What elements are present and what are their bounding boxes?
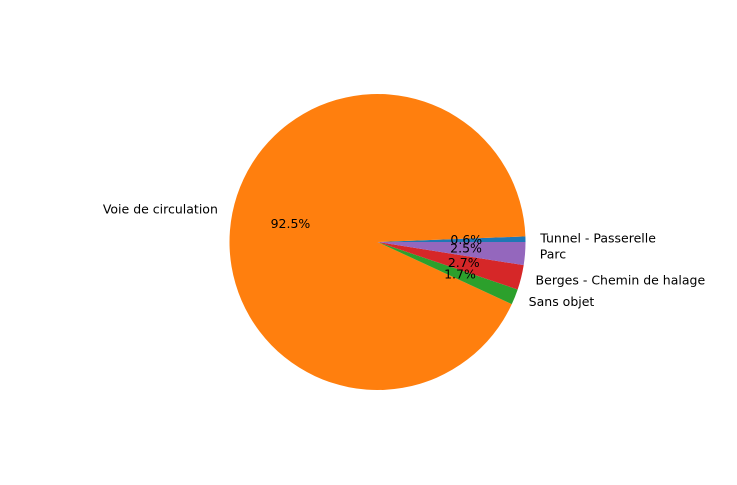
slice-pct-tunnel-passerelle: 0.6% [450,232,482,247]
slice-pct-sans-objet: 1.7% [444,266,476,281]
slice-label-tunnel-passerelle: Tunnel - Passerelle [539,230,656,245]
pie-slice-parc [377,242,526,266]
pie-slice-voie-de-circulation [229,94,526,391]
pie-labels: Tunnel - Passerelle 0.6% Voie de circulati… [103,201,706,308]
slice-label-parc: Parc [540,246,567,261]
slice-pct-voie-de-circulation: 92.5% [271,216,311,231]
slice-label-sans-objet: Sans objet [529,294,595,309]
pie-slices [229,94,526,391]
pie-slice-sans-objet [377,242,518,305]
slice-pct-berges-chemin-de-halage: 2.7% [448,255,480,270]
slice-label-berges-chemin-de-halage: Berges - Chemin de halage [536,272,706,287]
pie-slice-berges-chemin-de-halage [377,242,524,290]
slice-pct-parc: 2.5% [450,240,482,255]
pie-slice-tunnel-passerelle [377,236,526,242]
slice-label-voie-de-circulation: Voie de circulation [103,201,218,216]
